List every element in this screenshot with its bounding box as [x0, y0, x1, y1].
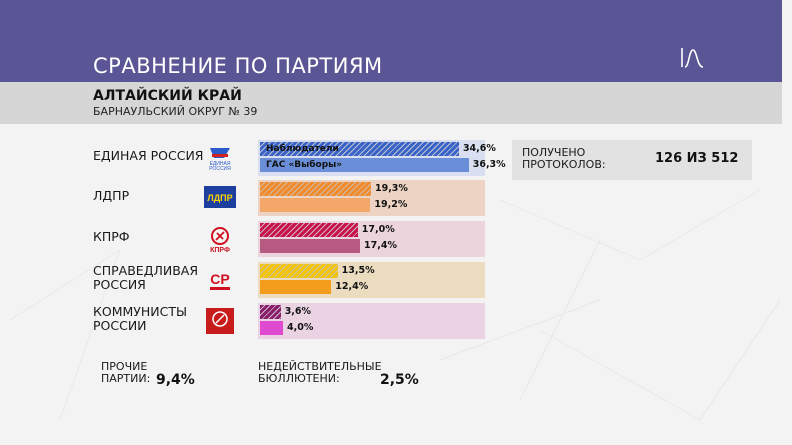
bar-observers	[260, 182, 371, 196]
channel-logo-icon	[681, 48, 704, 68]
value-label: 17,0%	[361, 224, 395, 235]
value-label: 19,2%	[374, 199, 408, 210]
party-name: ЕДИНАЯ РОССИЯ	[93, 148, 204, 163]
district-name: БАРНАУЛЬСКИЙ ОКРУГ № 39	[93, 105, 258, 118]
party-name: ЛДПР	[93, 188, 130, 203]
party-name: КОММУНИСТЫ РОССИИ	[93, 304, 188, 333]
bar-gas-vybory	[260, 198, 371, 212]
bar-gas-vybory	[260, 280, 332, 294]
value-label: 12,4%	[335, 281, 369, 292]
other-parties-value: 9,4%	[156, 372, 195, 388]
bar-gas-vybory	[260, 158, 469, 172]
value-label: 34,6%	[462, 143, 496, 154]
protocols-label: ПОЛУЧЕНО ПРОТОКОЛОВ:	[522, 146, 606, 171]
bar-observers	[260, 223, 358, 237]
sr-logo: СР	[210, 271, 230, 290]
bar-observers	[260, 305, 281, 319]
title-band	[0, 0, 782, 82]
invalid-ballots-label: НЕДЕЙСТВИТЕЛЬНЫЕ БЮЛЛЮТЕНИ:	[258, 360, 382, 385]
bar-background	[258, 303, 485, 339]
value-label: 13,5%	[341, 265, 375, 276]
value-label: 3,6%	[284, 306, 312, 317]
svg-text:СР: СР	[210, 271, 229, 287]
party-name: КПРФ	[93, 229, 130, 244]
value-label: 36,3%	[472, 159, 506, 170]
svg-text:ЛДПР: ЛДПР	[207, 193, 232, 203]
svg-text:ЕДИНАЯ: ЕДИНАЯ	[210, 161, 231, 167]
value-label: 17,4%	[364, 240, 398, 251]
series-label: ГАС «Выборы»	[266, 160, 343, 170]
series-label: Наблюдатели	[266, 144, 339, 154]
invalid-ballots-value: 2,5%	[380, 372, 419, 388]
bar-gas-vybory	[260, 239, 361, 253]
page-title: СРАВНЕНИЕ ПО ПАРТИЯМ	[93, 54, 383, 78]
ldpr-logo: ЛДПР	[204, 186, 236, 208]
svg-text:РОССИЯ: РОССИЯ	[209, 166, 231, 172]
party-name: СПРАВЕДЛИВАЯ РОССИЯ	[93, 263, 199, 292]
kr-logo	[206, 308, 234, 334]
other-parties-label: ПРОЧИЕ ПАРТИИ:	[101, 360, 151, 385]
svg-text:КПРФ: КПРФ	[210, 247, 230, 253]
value-label: 4,0%	[287, 322, 314, 333]
protocols-value: 126 ИЗ 512	[655, 151, 739, 166]
region-band	[0, 82, 782, 124]
value-label: 19,3%	[374, 183, 408, 194]
region-name: АЛТАЙСКИЙ КРАЙ	[93, 88, 242, 104]
hammer-sickle-icon: КПРФ	[210, 227, 230, 253]
bar-gas-vybory	[260, 321, 283, 335]
bar-observers	[260, 264, 338, 278]
protocols-box	[512, 140, 752, 180]
bar-observers	[260, 142, 459, 156]
